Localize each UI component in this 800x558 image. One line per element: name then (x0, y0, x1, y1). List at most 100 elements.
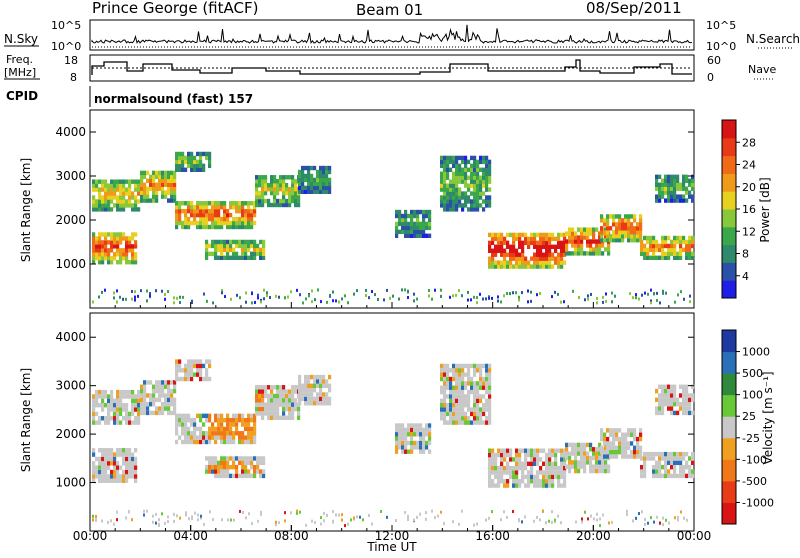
heatmap-cell (606, 218, 610, 223)
heatmap-cell (473, 179, 477, 184)
heatmap-cell (476, 407, 480, 412)
heatmap-cell (673, 174, 677, 180)
heatmap-cell (682, 464, 686, 470)
heatmap-cell (612, 449, 616, 455)
heatmap-cell (458, 363, 462, 369)
heatmap-cell (95, 394, 99, 399)
heatmap-cell (205, 255, 209, 260)
heatmap-cell (116, 420, 120, 425)
heatmap-cell (184, 435, 188, 440)
heatmap-cell (449, 385, 453, 390)
heatmap-cell (512, 510, 514, 514)
heatmap-cell (263, 288, 265, 292)
heatmap-cell (184, 426, 188, 432)
heatmap-cell (458, 394, 462, 399)
heatmap-cell (407, 432, 411, 437)
heatmap-cell (131, 411, 135, 417)
heatmap-cell (214, 205, 218, 210)
heatmap-cell (179, 300, 181, 304)
heatmap-cell (685, 397, 689, 403)
heatmap-cell (461, 195, 465, 200)
heatmap-cell (473, 407, 477, 412)
heatmap-cell (548, 236, 552, 242)
heatmap-cell (407, 440, 411, 446)
heatmap-cell (476, 163, 480, 169)
heatmap-cell (404, 436, 408, 441)
heatmap-cell (92, 514, 94, 518)
heatmap-cell (395, 445, 399, 450)
heatmap-cell (134, 256, 138, 261)
heatmap-cell (670, 397, 674, 403)
heatmap-cell (503, 470, 507, 475)
heatmap-cell (452, 195, 456, 200)
heatmap-cell (152, 410, 156, 416)
heatmap-cell (196, 159, 200, 165)
heatmap-cell (500, 457, 504, 462)
heatmap-cell (134, 474, 138, 479)
heatmap-cell (104, 389, 108, 395)
heatmap-cell (184, 413, 188, 419)
heatmap-cell (122, 203, 126, 208)
heatmap-cell (497, 260, 501, 265)
heatmap-cell (449, 416, 453, 421)
heatmap-cell (500, 248, 504, 253)
heatmap-cell (137, 416, 141, 421)
heatmap-cell (449, 402, 453, 408)
heatmap-cell (539, 448, 543, 453)
heatmap-cell (530, 461, 534, 466)
heatmap-cell (589, 447, 593, 452)
heatmap-cell (253, 456, 257, 461)
heatmap-cell (288, 389, 292, 394)
heatmap-cell (536, 264, 540, 269)
heatmap-cell (155, 406, 159, 411)
heatmap-cell (577, 243, 581, 248)
heatmap-cell (571, 239, 575, 244)
heatmap-cell (307, 185, 311, 191)
heatmap-cell (214, 208, 218, 214)
heatmap-cell (440, 187, 444, 192)
heatmap-cell (208, 426, 212, 432)
heatmap-cell (267, 186, 271, 192)
heatmap-cell (554, 260, 558, 265)
heatmap-cell (606, 230, 610, 235)
heatmap-cell (258, 402, 262, 407)
heatmap-cell (128, 240, 132, 245)
heatmap-cell (209, 510, 211, 514)
heatmap-cell (199, 426, 203, 432)
heatmap-cell (485, 402, 489, 408)
heatmap-cell (273, 411, 277, 416)
heatmap-cell (149, 410, 153, 416)
heatmap-cell (205, 359, 209, 364)
heatmap-cell (461, 203, 465, 208)
heatmap-cell (449, 376, 453, 382)
heatmap-cell (199, 159, 203, 165)
heatmap-cell (110, 199, 114, 204)
heatmap-cell (98, 199, 102, 204)
heatmap-cell (253, 418, 257, 423)
heatmap-cell (473, 175, 477, 180)
heatmap-cell (101, 256, 105, 261)
heatmap-cell (250, 220, 254, 226)
heatmap-cell (413, 213, 417, 219)
heatmap-cell (470, 298, 472, 302)
heatmap-cell (205, 208, 209, 214)
heatmap-cell (92, 300, 94, 304)
heatmap-cell (515, 260, 519, 265)
power-colorbar-tick-label: 4 (742, 270, 749, 283)
heatmap-cell (664, 460, 668, 466)
heatmap-cell (146, 402, 150, 407)
velocity-colorbar-tick-label: 1000 (742, 346, 770, 359)
heatmap-cell (296, 288, 298, 292)
heatmap-cell (122, 297, 124, 301)
heatmap-cell (122, 456, 126, 462)
heatmap-cell (181, 418, 185, 423)
heatmap-cell (609, 226, 613, 231)
heatmap-cell (113, 469, 117, 475)
heatmap-cell (319, 165, 323, 171)
heatmap-cell (461, 394, 465, 399)
heatmap-cell (509, 248, 513, 253)
heatmap-cell (404, 213, 408, 219)
heatmap-cell (297, 415, 301, 420)
heatmap-cell (276, 190, 280, 196)
heatmap-cell (467, 207, 471, 212)
